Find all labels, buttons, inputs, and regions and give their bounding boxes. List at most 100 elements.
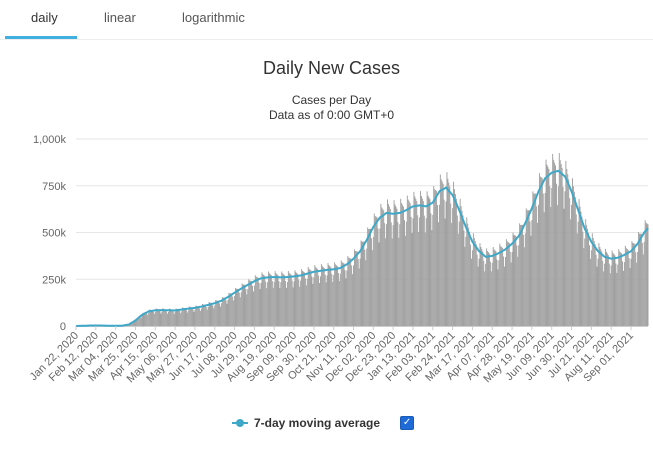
daily-cases-bar [132, 321, 134, 326]
chart-subtitle: Cases per Day [291, 93, 372, 107]
daily-cases-bar [443, 199, 445, 326]
daily-cases-bar [434, 189, 436, 326]
daily-cases-bar [451, 223, 453, 326]
daily-cases-bar [204, 304, 206, 326]
daily-cases-bar [590, 250, 592, 326]
daily-cases-bar [201, 308, 203, 326]
chart-title: Daily New Cases [262, 58, 401, 78]
daily-cases-bar [278, 281, 280, 326]
daily-cases-bar [367, 227, 369, 326]
daily-cases-bar [433, 185, 435, 326]
daily-cases-bar [432, 214, 434, 326]
daily-cases-bar [548, 169, 550, 326]
daily-cases-bar [366, 248, 368, 326]
daily-cases-bar [562, 186, 564, 326]
daily-cases-bar [381, 207, 383, 326]
moving-average-checkbox[interactable]: ✓ [400, 416, 415, 430]
daily-cases-bar [344, 270, 346, 326]
daily-cases-bar [407, 199, 409, 326]
daily-cases-bar [289, 273, 291, 326]
daily-cases-bar [398, 237, 400, 326]
daily-cases-bar [479, 243, 481, 326]
chart-legend: 7-day moving average ✓ [232, 413, 415, 433]
daily-cases-bar [553, 159, 555, 326]
daily-cases-bar [265, 281, 267, 326]
legend-label[interactable]: 7-day moving average [254, 416, 381, 430]
daily-cases-bar [441, 181, 443, 326]
daily-cases-bar [442, 183, 444, 326]
daily-cases-bar [464, 246, 466, 326]
daily-cases-bar [133, 321, 135, 326]
daily-cases-bar [531, 219, 533, 326]
daily-cases-bar [484, 271, 486, 326]
daily-cases-bar [251, 280, 253, 326]
daily-cases-bar [257, 277, 259, 326]
daily-cases-bar [181, 311, 183, 326]
daily-cases-bar [311, 276, 313, 326]
daily-cases-bar [343, 263, 345, 326]
daily-cases-bar [527, 210, 529, 326]
daily-cases-bar [393, 200, 395, 326]
daily-cases-bar [399, 224, 401, 326]
daily-cases-bar [211, 303, 213, 326]
daily-cases-bar [589, 245, 590, 326]
daily-cases-bar [476, 254, 478, 326]
daily-cases-bar [266, 288, 268, 326]
daily-cases-bar [333, 275, 335, 326]
daily-cases-bar [637, 251, 639, 326]
daily-cases-bar [329, 266, 331, 326]
tab-logarithmic[interactable]: logarithmic [182, 10, 245, 25]
daily-cases-bar [429, 199, 431, 326]
daily-cases-bar [601, 251, 603, 326]
daily-cases-bar [438, 204, 440, 326]
daily-cases-bar [583, 248, 585, 326]
daily-cases-bar [500, 246, 502, 326]
daily-cases-bar [390, 222, 392, 326]
daily-cases-bar [277, 275, 279, 326]
daily-cases-bar [371, 250, 373, 326]
daily-cases-bar [173, 313, 175, 326]
daily-cases-bar [502, 247, 504, 326]
daily-cases-bar [301, 269, 303, 326]
daily-cases-bar [489, 261, 491, 326]
daily-cases-bar [226, 303, 228, 326]
daily-cases-bar [525, 208, 527, 326]
daily-cases-bar [229, 293, 231, 326]
moving-average-line [76, 169, 649, 327]
chart-data-timestamp: Data as of 0:00 GMT+0 [268, 108, 395, 122]
tab-daily[interactable]: daily [31, 10, 58, 25]
daily-cases-bar [569, 198, 571, 326]
daily-cases-bar [187, 310, 189, 326]
daily-cases-bar [396, 208, 398, 326]
daily-cases-bar [461, 210, 463, 326]
daily-cases-bar [630, 258, 632, 326]
daily-cases-bar [397, 222, 399, 326]
daily-cases-bar [471, 258, 472, 326]
daily-cases-bar [450, 203, 452, 326]
daily-cases-bar [491, 262, 493, 326]
daily-cases-bar [423, 215, 425, 326]
daily-cases-bar [379, 228, 381, 326]
daily-cases-bar [354, 250, 356, 326]
daily-cases-bar [166, 311, 168, 326]
daily-cases-bar [603, 271, 605, 326]
daily-cases-bar [234, 296, 236, 326]
daily-cases-bar [477, 266, 479, 326]
daily-cases-bar [632, 242, 634, 326]
daily-cases-bar [209, 302, 211, 326]
daily-cases-bar [444, 218, 446, 326]
daily-cases-bar [380, 203, 382, 326]
daily-cases-bar [521, 224, 523, 326]
daily-cases-bar [276, 274, 278, 326]
daily-cases-bar [615, 263, 617, 326]
daily-cases-bar [375, 216, 377, 326]
daily-cases-bar [549, 186, 551, 326]
daily-cases-bar [156, 308, 158, 326]
tab-linear[interactable]: linear [104, 10, 136, 25]
daily-cases-bar [206, 309, 208, 326]
daily-cases-bar [614, 255, 616, 326]
daily-cases-bar [640, 233, 642, 326]
daily-cases-bar [297, 273, 299, 326]
daily-cases-bar [338, 280, 340, 326]
daily-cases-bar [307, 267, 309, 326]
